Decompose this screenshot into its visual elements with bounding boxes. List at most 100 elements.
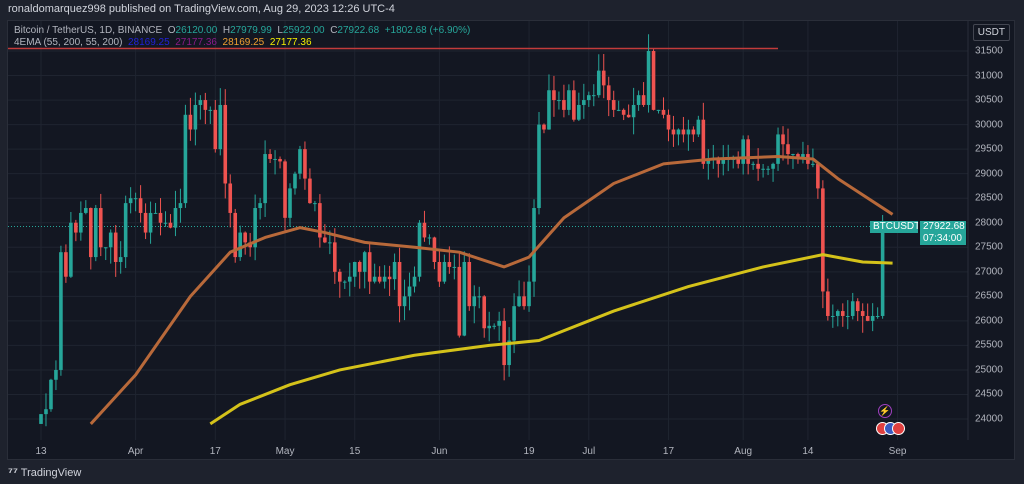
candle <box>706 158 711 164</box>
candle <box>557 100 561 102</box>
candle <box>402 296 407 307</box>
publisher-line: ronaldomarquez998 published on TradingVi… <box>8 3 395 15</box>
candle <box>422 222 427 238</box>
candle <box>482 296 487 329</box>
time-axis-label: 17 <box>662 446 675 457</box>
candle <box>472 296 477 307</box>
candle <box>273 158 277 160</box>
candle <box>826 291 830 316</box>
candle <box>253 208 257 248</box>
ema-legend[interactable]: 4EMA (55, 200, 55, 200) 28169.25 27177.3… <box>14 37 312 48</box>
candle <box>716 158 721 164</box>
candle <box>850 301 855 316</box>
candle <box>133 198 138 200</box>
currency-button[interactable]: USDT <box>972 24 1010 41</box>
candle <box>283 161 287 218</box>
symbol-title: Bitcoin / TetherUS, 1D, BINANCE <box>14 25 163 36</box>
candle <box>477 296 482 298</box>
candle <box>641 95 646 105</box>
candle <box>54 369 58 380</box>
candle <box>143 212 148 233</box>
ema-title: 4EMA (55, 200, 55, 200) <box>14 37 123 48</box>
close-value: 27922.68 <box>337 25 380 36</box>
candle <box>193 104 198 130</box>
time-axis-label: 19 <box>523 446 535 457</box>
events-flag-icons[interactable] <box>876 422 906 435</box>
candle <box>98 208 103 248</box>
candle <box>328 242 332 244</box>
candle <box>392 262 397 280</box>
candle <box>158 212 163 223</box>
flag-icon[interactable] <box>892 422 905 435</box>
time-axis-label: Aug <box>734 446 753 457</box>
open-value: 26120.00 <box>175 25 218 36</box>
candle <box>148 212 153 233</box>
candle <box>527 281 531 307</box>
candle <box>562 100 566 110</box>
price-axis-label: 26000 <box>975 315 1003 327</box>
candle <box>816 163 820 189</box>
price-axis-label: 25500 <box>975 339 1003 351</box>
candle <box>44 409 48 415</box>
time-axis-label: 15 <box>349 446 361 457</box>
price-axis-label: 24500 <box>975 388 1003 400</box>
low-label: L <box>277 25 283 36</box>
time-axis-label: 14 <box>802 446 814 457</box>
time-axis-label: 13 <box>35 446 47 457</box>
candle <box>128 198 133 204</box>
time-axis-label: May <box>275 446 295 457</box>
candle <box>173 208 178 228</box>
tradingview-logo[interactable]: ⁷⁷ TradingView <box>8 465 82 479</box>
candle <box>572 90 576 120</box>
candle <box>855 301 860 312</box>
candle <box>84 208 88 213</box>
candle <box>362 252 367 272</box>
candle <box>761 168 765 170</box>
candle <box>342 281 347 283</box>
candle <box>168 222 173 228</box>
candle <box>258 203 262 209</box>
candle <box>616 109 621 111</box>
candle <box>696 119 701 135</box>
last-price-tag: 27922.68 <box>920 221 966 233</box>
candle <box>801 154 805 159</box>
candle <box>721 158 726 164</box>
candle <box>103 247 108 249</box>
candle <box>218 104 223 150</box>
time-axis-label: Jul <box>582 446 596 457</box>
candle <box>880 226 885 316</box>
candle <box>552 90 556 101</box>
candle <box>228 183 233 213</box>
chart-pane[interactable] <box>7 20 1015 460</box>
candle <box>303 149 307 179</box>
change-value: +1802.68 (+6.90%) <box>384 25 471 36</box>
candle <box>268 154 272 159</box>
candle <box>676 129 681 135</box>
candle <box>278 158 282 162</box>
price-axis-label: 29500 <box>975 143 1003 155</box>
candle <box>781 134 785 145</box>
lightning-icon[interactable]: ⚡ <box>878 404 892 418</box>
candle <box>298 149 302 174</box>
price-axis-label: 26500 <box>975 290 1003 302</box>
open-label: O <box>167 25 176 36</box>
candle <box>870 315 875 321</box>
candle <box>74 222 78 233</box>
candle <box>417 222 422 277</box>
candle <box>397 262 402 307</box>
candle <box>487 325 491 329</box>
candle <box>821 188 825 292</box>
candle <box>288 188 292 218</box>
brand-name: TradingView <box>20 467 82 479</box>
candle <box>661 109 666 115</box>
candle <box>467 262 472 307</box>
candle <box>108 232 113 248</box>
candle <box>407 286 412 297</box>
candle <box>352 262 357 277</box>
price-axis-label: 29000 <box>975 168 1003 180</box>
candle <box>547 90 551 130</box>
candle <box>293 173 297 189</box>
candle <box>93 208 98 258</box>
candle <box>462 262 467 336</box>
